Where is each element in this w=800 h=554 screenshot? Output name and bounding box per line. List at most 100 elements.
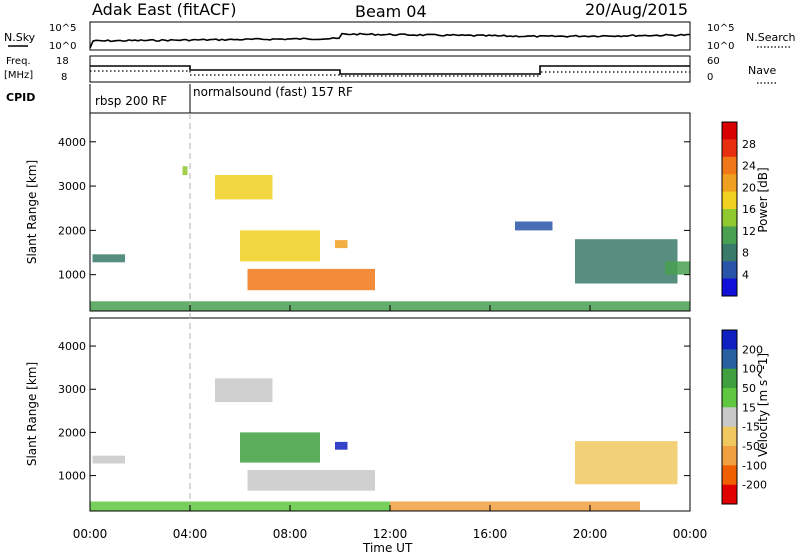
colorbar-tick-label: 200 [742,343,763,356]
sky-noise-trace [89,32,690,49]
echo-region [240,230,320,262]
colorbar-swatch [722,209,737,227]
colorbar-tick-label: -15 [742,421,760,434]
colorbar-tick-label: 4 [742,268,749,281]
noise-left-tick-low: 10^0 [49,41,76,52]
echo-region [215,175,273,200]
x-tick-label: 04:00 [173,527,208,541]
colorbar-swatch [722,243,737,262]
colorbar-swatch [722,484,737,505]
colorbar-swatch [722,122,737,140]
colorbar-tick-label: -100 [742,459,767,472]
nave-trace [90,70,690,77]
colorbar-swatch [722,407,737,428]
power-colorbar: 4 8 12 16 20 24 28 [721,121,756,297]
nave-tick-low: 0 [707,72,713,83]
colorbar-swatch [722,388,737,408]
colorbar-tick-label: 20 [742,181,756,194]
colorbar-swatch [722,446,737,466]
colorbar-swatch [722,330,737,350]
echo-region [215,378,273,403]
echo-region [92,455,125,464]
echo-region [240,432,320,463]
noise-right-tick-low: 10^0 [707,41,734,52]
colorbar-swatch [722,261,737,280]
colorbar-tick-label: 24 [742,160,756,173]
colorbar-swatch [722,191,737,210]
colorbar-swatch [722,349,737,370]
colorbar-tick-label: 8 [742,247,749,260]
noise-left-label: N.Sky [4,31,36,44]
colorbar-swatch [722,278,737,297]
colorbar-tick-label: -50 [742,440,760,453]
colorbar-frame [721,121,738,297]
cpid-segment-2: normalsound (fast) 157 RF [193,85,353,99]
x-tick-label: 12:00 [373,527,408,541]
colorbar-tick-label: -200 [742,479,767,492]
noise-right-label: N.Search [746,31,796,44]
velocity-panel: 1000 2000 3000 4000 Slant Range [km] 200 100… [25,317,770,512]
velocity-y-axis: 1000 2000 3000 4000 [58,340,690,483]
velocity-colorbar-label: Velocity [m s^-1] [756,353,770,457]
y-tick-label: 4000 [58,136,86,149]
echo-region [90,501,390,511]
noise-right-tick-high: 10^5 [707,23,734,34]
colorbar-swatch [722,226,737,245]
x-tick-label: 16:00 [473,527,508,541]
colorbar-tick-label: 28 [742,138,756,151]
colorbar-frame [721,329,738,505]
date-label: 20/Aug/2015 [585,0,688,19]
cpid-label: CPID [6,91,35,104]
echo-region [247,268,375,291]
echo-region [515,221,553,231]
echo-region [390,501,640,511]
echo-region [182,166,188,176]
velocity-colorbar: 200 100 50 15 -15 -50 -100 -200 [721,329,767,505]
beam-label: Beam 04 [355,2,427,21]
y-tick-label: 4000 [58,340,86,353]
x-tick-label: 20:00 [573,527,608,541]
noise-left-tick-high: 10^5 [49,23,76,34]
colorbar-tick-label: 15 [742,401,756,414]
freq-label-2: [MHz] [4,70,33,81]
y-tick-label: 3000 [58,383,86,396]
cpid-segment-1: rbsp 200 RF [95,94,167,108]
y-tick-label: 2000 [58,426,86,439]
colorbar-swatch [722,368,737,389]
echo-region [247,470,375,491]
colorbar-tick-label: 12 [742,225,756,238]
y-tick-label: 1000 [58,269,86,282]
frequency-trace [90,65,690,75]
echo-region [335,441,348,450]
colorbar-swatch [722,174,737,193]
echo-region [575,239,678,284]
y-tick-label: 1000 [58,470,86,483]
colorbar-tick-label: 50 [742,382,756,395]
time-axis-label: Time UT [362,541,413,554]
nave-label: Nave [748,64,776,77]
station-title: Adak East (fitACF) [92,0,236,19]
freq-tick-high: 18 [56,56,69,67]
y-tick-label: 2000 [58,224,86,237]
colorbar-tick-label: 100 [742,363,763,376]
colorbar-swatch [722,465,737,486]
freq-panel: Freq. [MHz] 18 8 60 0 Nave [4,55,778,84]
x-tick-label: 08:00 [273,527,308,541]
colorbar-swatch [722,426,737,447]
y-tick-label: 3000 [58,180,86,193]
echo-region [575,441,678,485]
power-y-axis-label: Slant Range [km] [25,160,39,264]
noise-panel: N.Sky 10^5 10^0 10^5 10^0 N.Search [4,21,796,52]
cpid-panel: CPID rbsp 200 RF normalsound (fast) 157 … [6,84,353,113]
velocity-data-layer [90,378,678,511]
time-axis: 00:00 04:00 08:00 12:00 16:00 20:00 00:00 [73,305,707,541]
power-colorbar-label: Power [dB] [756,167,770,232]
power-y-axis: 1000 2000 3000 4000 [58,136,690,282]
freq-tick-low: 8 [61,72,67,83]
colorbar-swatch [722,139,737,158]
power-panel: 1000 2000 3000 4000 Slant Range [km] 4 8 12 16… [25,112,770,312]
freq-panel-frame [89,55,691,83]
freq-label-1: Freq. [6,56,31,67]
echo-region [335,240,348,249]
